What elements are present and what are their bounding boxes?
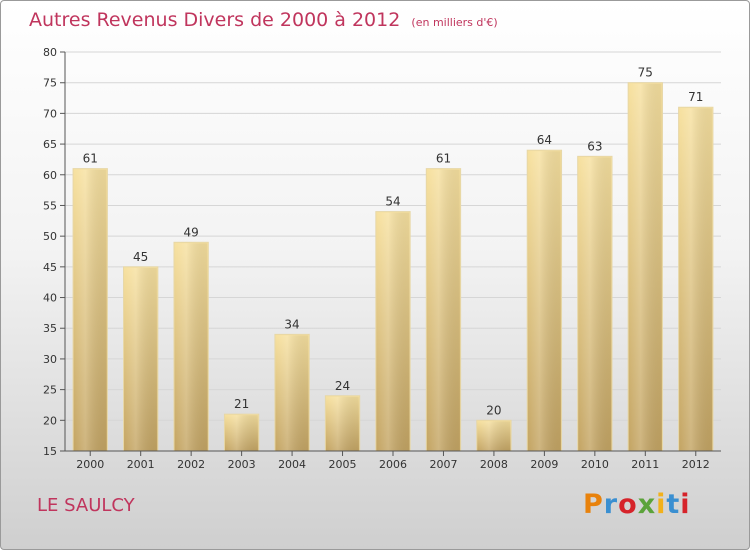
bar-highlight xyxy=(477,421,511,451)
data-label: 45 xyxy=(133,250,148,264)
y-tick-label: 30 xyxy=(43,353,57,366)
bar-highlight xyxy=(376,212,410,451)
chart-title: Autres Revenus Divers de 2000 à 2012 xyxy=(29,9,401,31)
y-tick-label: 50 xyxy=(43,230,57,243)
data-label: 61 xyxy=(436,152,451,166)
x-tick-label: 2011 xyxy=(631,458,659,471)
x-tick-label: 2002 xyxy=(177,458,205,471)
x-tick-label: 2005 xyxy=(329,458,357,471)
bars: 61 45 49 21 34 24 54 61 20 64 63 75 71 xyxy=(72,66,714,452)
data-label: 64 xyxy=(537,133,552,147)
x-tick-label: 2008 xyxy=(480,458,508,471)
y-tick-label: 25 xyxy=(43,384,57,397)
bar-highlight xyxy=(679,108,712,451)
brand-letter: o xyxy=(618,489,638,520)
bar-highlight xyxy=(528,151,561,451)
brand-letter: P xyxy=(583,489,604,520)
data-label: 49 xyxy=(184,225,199,239)
data-label: 71 xyxy=(688,90,703,104)
axes: 15 20 25 30 35 40 45 50 55 60 65 70 75 80 2000 2001 2002… xyxy=(43,46,721,471)
bar-highlight xyxy=(578,157,612,451)
x-tick-label: 2012 xyxy=(682,458,710,471)
brand-letter: t xyxy=(666,489,681,520)
data-label: 54 xyxy=(385,195,400,209)
bar-highlight xyxy=(326,396,359,451)
y-tick-label: 55 xyxy=(43,199,57,212)
data-label: 75 xyxy=(638,66,653,80)
brand-logo: Proxiti xyxy=(583,489,691,520)
data-label: 63 xyxy=(587,139,602,153)
y-tick-label: 45 xyxy=(43,261,57,274)
data-label: 61 xyxy=(83,152,98,166)
data-label: 34 xyxy=(284,317,299,331)
x-tick-label: 2003 xyxy=(228,458,256,471)
bar-highlight xyxy=(629,83,662,451)
x-tick-label: 2004 xyxy=(278,458,306,471)
commune-name: LE SAULCY xyxy=(37,495,135,516)
y-tick-label: 75 xyxy=(43,77,57,90)
y-tick-label: 70 xyxy=(43,107,57,120)
bar-highlight xyxy=(427,169,460,451)
bar-highlight xyxy=(124,267,157,451)
bar-highlight xyxy=(74,169,107,451)
data-label: 21 xyxy=(234,397,249,411)
bar-highlight xyxy=(225,415,258,451)
brand-letter: r xyxy=(603,489,619,520)
chart-title-block: Autres Revenus Divers de 2000 à 2012 (en… xyxy=(29,9,498,31)
y-tick-label: 60 xyxy=(43,169,57,182)
x-tick-label: 2000 xyxy=(76,458,104,471)
chart-subtitle: (en milliers d'€) xyxy=(411,16,498,29)
y-tick-label: 80 xyxy=(43,46,57,59)
y-tick-label: 15 xyxy=(43,445,57,458)
y-tick-label: 20 xyxy=(43,414,57,427)
bar-highlight xyxy=(174,243,208,451)
data-label: 24 xyxy=(335,379,350,393)
bar-highlight xyxy=(275,335,309,451)
x-tick-label: 2007 xyxy=(429,458,457,471)
brand-letter: i xyxy=(656,489,667,520)
x-tick-label: 2001 xyxy=(127,458,155,471)
x-tick-label: 2010 xyxy=(581,458,609,471)
brand-letter: i xyxy=(680,489,691,520)
x-tick-label: 2006 xyxy=(379,458,407,471)
y-tick-label: 35 xyxy=(43,322,57,335)
x-tick-label: 2009 xyxy=(530,458,558,471)
data-label: 20 xyxy=(486,403,501,417)
brand-letter: x xyxy=(637,489,657,520)
y-tick-label: 40 xyxy=(43,292,57,305)
y-tick-label: 65 xyxy=(43,138,57,151)
